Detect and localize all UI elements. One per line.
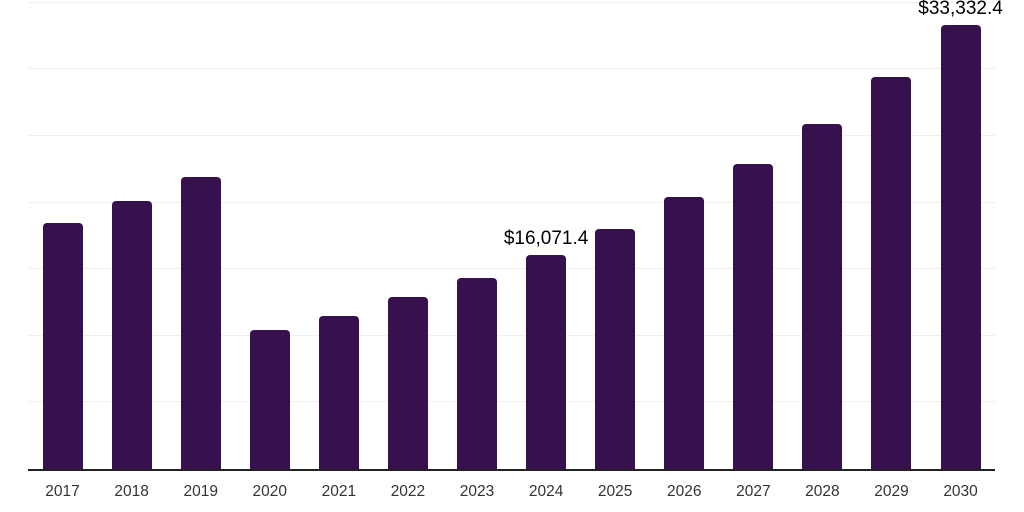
bar-2020 xyxy=(249,330,290,469)
bar-2028 xyxy=(802,123,843,469)
bar-2024 xyxy=(526,254,567,469)
x-tick-label-2020: 2020 xyxy=(252,482,288,500)
bar-slot-2019 xyxy=(166,0,235,469)
x-tick-label-2028: 2028 xyxy=(805,482,840,500)
gridline-15000 xyxy=(28,268,995,270)
gridline-30000 xyxy=(28,68,995,70)
bar-slot-2027 xyxy=(719,0,788,469)
bar-slot-2022 xyxy=(373,0,442,469)
bar-2029 xyxy=(871,77,912,469)
x-tick-label-2018: 2018 xyxy=(114,482,149,500)
x-axis-labels: 2017 2018 2019 2020 2021 2022 2023 2024 2025 2026… xyxy=(28,471,995,512)
bar-2027 xyxy=(733,163,774,469)
bar-slot-2024: $16,071.4 xyxy=(504,0,588,469)
bar-2018 xyxy=(111,201,152,469)
bar-2023 xyxy=(457,278,497,469)
bar-2021 xyxy=(318,315,359,469)
bar-2019 xyxy=(180,177,221,469)
bar-slot-2028 xyxy=(788,0,857,469)
gridline-20000 xyxy=(28,201,995,203)
gridline-25000 xyxy=(28,134,995,136)
x-tick-label-2022: 2022 xyxy=(390,482,426,500)
gridline-10000 xyxy=(28,334,995,336)
x-tick-label-2017: 2017 xyxy=(45,482,80,500)
bar-2025 xyxy=(595,229,636,469)
gridline-5000 xyxy=(28,401,995,403)
bar-slot-2025 xyxy=(581,0,650,469)
bar-slot-2023 xyxy=(442,0,511,469)
x-tick-label-2026: 2026 xyxy=(667,482,702,500)
bar-slot-2021 xyxy=(304,0,373,469)
bar-2030 xyxy=(940,24,981,469)
bar-slot-2017 xyxy=(28,0,97,469)
x-tick-label-2019: 2019 xyxy=(183,482,218,500)
bar-2022 xyxy=(387,297,428,469)
x-tick-label-2027: 2027 xyxy=(736,482,771,500)
x-tick-label-2021: 2021 xyxy=(321,482,357,500)
x-tick-label-2025: 2025 xyxy=(597,482,633,500)
x-tick-label-2024: 2024 xyxy=(528,482,564,500)
data-label-2024: $16,071.4 xyxy=(503,228,589,250)
x-tick-label-2030: 2030 xyxy=(943,482,978,500)
gridlines xyxy=(28,0,995,469)
gridline-35000 xyxy=(28,1,995,3)
plot-area: $16,071.4 $33,332.4 xyxy=(28,0,1003,471)
bar-2026 xyxy=(664,197,705,469)
x-tick-label-2023: 2023 xyxy=(459,482,495,500)
bar-slot-2018 xyxy=(97,0,166,469)
data-label-2030: $33,332.4 xyxy=(918,0,1003,20)
bar-slot-2020 xyxy=(235,0,304,469)
x-tick-label-2029: 2029 xyxy=(874,482,909,500)
bar-slot-2026 xyxy=(650,0,719,469)
bar-2017 xyxy=(42,222,83,469)
bars-container: $16,071.4 $33,332.4 xyxy=(28,0,1003,469)
bar-slot-2030: $33,332.4 xyxy=(918,0,1003,469)
bar-slot-2029 xyxy=(857,0,926,469)
